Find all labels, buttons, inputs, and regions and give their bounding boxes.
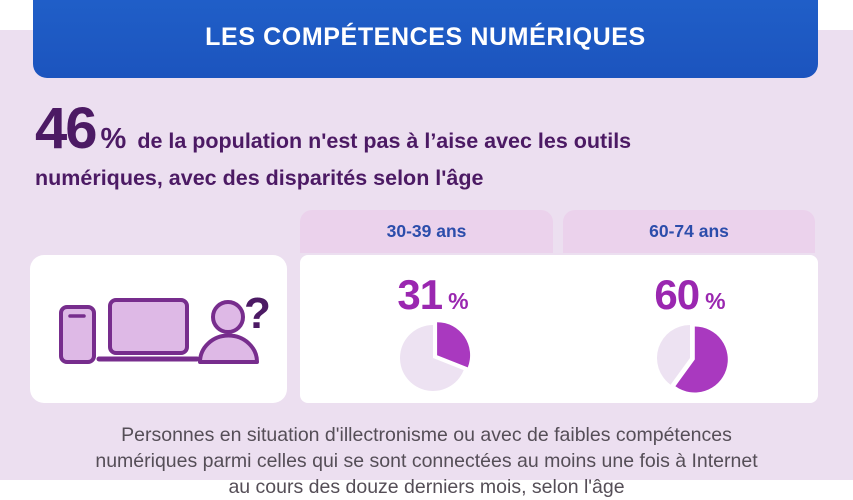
pie-group-60-74: 60%: [580, 274, 800, 405]
question-mark-icon: ?: [244, 289, 271, 338]
age-pill-60-74: 60-74 ans: [563, 210, 815, 253]
pie-chart-30-39: [391, 316, 475, 405]
devices-illustration-card: ?: [30, 255, 287, 403]
laptop-icon: [96, 298, 200, 362]
pie-value-label-60-74: 60%: [580, 274, 800, 316]
caption-line-2: numériques parmi celles qui se sont conn…: [95, 450, 758, 472]
title-banner: LES COMPÉTENCES NUMÉRIQUES: [33, 0, 818, 78]
devices-illustration: ?: [59, 289, 271, 364]
pie-value-60-74: 60: [654, 271, 700, 318]
headline: 46% de la population n'est pas à l’aise a…: [35, 100, 715, 198]
caption: Personnes en situation d'illectronisme o…: [56, 422, 797, 500]
headline-percent-sign: %: [100, 123, 127, 155]
page-title: LES COMPÉTENCES NUMÉRIQUES: [205, 22, 646, 51]
pie-percent-sign-30-39: %: [448, 288, 469, 314]
headline-text: de la population n'est pas à l’aise avec…: [35, 129, 632, 190]
pie-value-label-30-39: 31%: [323, 274, 543, 316]
pie-group-30-39: 31%: [323, 274, 543, 405]
age-pill-30-39-label: 30-39 ans: [386, 221, 467, 241]
caption-line-3: au cours des douze derniers mois, selon …: [228, 476, 625, 498]
pie-value-30-39: 31: [397, 271, 443, 318]
headline-big-number: 46: [35, 96, 97, 161]
age-pill-60-74-label: 60-74 ans: [649, 221, 729, 241]
person-icon: [198, 300, 259, 364]
pies-panel: [300, 255, 818, 403]
age-pill-30-39: 30-39 ans: [300, 210, 553, 253]
smartphone-icon: [59, 305, 96, 364]
pie-percent-sign-60-74: %: [705, 288, 726, 314]
pie-chart-60-74: [648, 316, 732, 405]
caption-line-1: Personnes en situation d'illectronisme o…: [121, 424, 732, 446]
